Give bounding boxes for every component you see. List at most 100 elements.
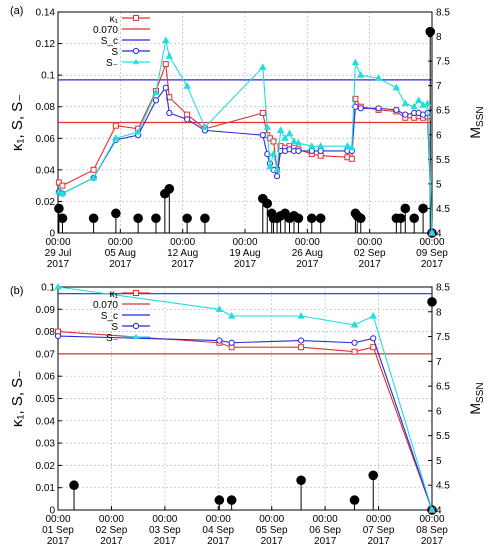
series-point bbox=[369, 311, 377, 319]
x-tick-date: 06 Sep bbox=[309, 525, 341, 536]
mssn-point bbox=[200, 213, 210, 224]
legend-label: S₋ bbox=[106, 58, 118, 69]
series-point bbox=[308, 147, 315, 155]
x-tick-date: 02 Sep bbox=[354, 248, 386, 259]
y2-axis-label: MSSN bbox=[467, 382, 486, 414]
y2-tick-label: 6.5 bbox=[436, 106, 450, 117]
series-point bbox=[414, 96, 423, 103]
y-tick-label: 0.1 bbox=[41, 283, 55, 294]
mssn-point bbox=[418, 203, 428, 214]
y-axis-label: κ₁, S, S₋ bbox=[9, 94, 26, 151]
series-point bbox=[290, 137, 298, 145]
y-tick-label: 0.04 bbox=[36, 416, 56, 427]
x-tick-time: 00:00 bbox=[45, 237, 70, 248]
x-tick-date: 26 Aug bbox=[292, 248, 323, 259]
mssn-point bbox=[262, 198, 273, 209]
mssn-point bbox=[396, 213, 406, 224]
series bbox=[55, 36, 436, 236]
series-point bbox=[89, 173, 98, 181]
series-point bbox=[428, 505, 436, 513]
series-point bbox=[276, 126, 285, 133]
series-point bbox=[298, 344, 305, 351]
y-tick-label: 0.02 bbox=[36, 197, 56, 208]
x-tick-year: 2017 bbox=[359, 259, 382, 270]
panel-a: (a) 0 0.02 0.04 0.06 0.08 0.1 0.12 0.14 4 4.5 5 5.5 6… bbox=[9, 5, 486, 270]
y-tick-label: 0.06 bbox=[36, 372, 56, 383]
y-axis-label: κ₁, S, S₋ bbox=[9, 370, 26, 427]
mssn-point bbox=[400, 203, 411, 214]
mssn-point bbox=[88, 213, 99, 224]
mssn-point bbox=[182, 213, 192, 224]
x-tick-year: 2017 bbox=[421, 259, 444, 270]
y2-tick-label: 5 bbox=[436, 179, 442, 190]
series-point bbox=[266, 162, 274, 170]
series-point bbox=[183, 82, 191, 89]
x-tick-year: 2017 bbox=[109, 259, 132, 270]
series-point bbox=[273, 173, 281, 180]
series-point bbox=[297, 311, 305, 319]
x-tick-date: 05 Sep bbox=[256, 525, 288, 536]
mssn-point bbox=[133, 213, 143, 224]
y2-tick-label: 4 bbox=[436, 506, 442, 517]
y-tick-label: 0.08 bbox=[36, 327, 56, 338]
y2-tick-label: 6.5 bbox=[436, 382, 450, 393]
x-tick-year: 2017 bbox=[100, 536, 123, 547]
x-tick-time: 00:00 bbox=[45, 514, 70, 525]
series-point bbox=[392, 83, 401, 91]
series-point bbox=[357, 105, 364, 112]
mssn-point bbox=[69, 480, 79, 491]
series bbox=[54, 282, 436, 513]
series-line bbox=[58, 63, 433, 234]
mssn-point bbox=[355, 213, 366, 224]
series-point bbox=[351, 58, 360, 66]
series-point bbox=[90, 166, 97, 173]
series-point bbox=[308, 142, 316, 149]
series-point bbox=[201, 123, 209, 130]
legend-label: S bbox=[111, 322, 118, 333]
series-point bbox=[55, 179, 62, 186]
series-point bbox=[402, 111, 409, 118]
x-tick-date: 29 Jul bbox=[45, 248, 72, 259]
x-tick-year: 2017 bbox=[234, 259, 257, 270]
x-tick-year: 2017 bbox=[172, 259, 195, 270]
mssn-point bbox=[306, 213, 317, 224]
legend-swatch-marker bbox=[132, 322, 140, 330]
x-tick-time: 00:00 bbox=[313, 514, 338, 525]
mssn-point bbox=[226, 495, 237, 505]
series-point bbox=[162, 84, 169, 91]
series-point bbox=[348, 143, 356, 151]
y2-axis-label: MSSN bbox=[467, 106, 486, 138]
mssn-point bbox=[57, 213, 68, 224]
y2-tick-label: 5.5 bbox=[436, 155, 450, 166]
series-point bbox=[281, 134, 289, 141]
x-tick-date: 07 Sep bbox=[363, 525, 395, 536]
y-tick-label: 0.1 bbox=[41, 71, 55, 82]
legend-label: S bbox=[111, 47, 118, 58]
mssn-point bbox=[293, 213, 304, 224]
series-point bbox=[266, 135, 273, 142]
y2-tick-label: 7 bbox=[436, 81, 442, 92]
legend-swatch-marker bbox=[133, 15, 139, 21]
x-tick-year: 2017 bbox=[154, 536, 177, 547]
x-tick-time: 00:00 bbox=[259, 514, 284, 525]
series-point bbox=[370, 335, 377, 342]
mssn-point bbox=[111, 208, 121, 219]
series-point bbox=[269, 150, 278, 157]
series-point bbox=[350, 320, 359, 328]
x-tick-time: 00:00 bbox=[366, 514, 391, 525]
x-tick-year: 2017 bbox=[296, 259, 319, 270]
mssn-point bbox=[427, 297, 437, 307]
y2-tick-label: 6 bbox=[436, 406, 442, 417]
y-tick-label: 0 bbox=[49, 229, 55, 240]
series-point bbox=[228, 339, 235, 346]
series-point bbox=[351, 339, 358, 346]
series-point bbox=[374, 74, 383, 81]
series-point bbox=[216, 337, 223, 344]
y-tick-label: 0.05 bbox=[36, 394, 56, 405]
y-tick-label: 0.06 bbox=[36, 134, 56, 145]
y2-tick-label: 7.5 bbox=[436, 57, 450, 68]
series-point bbox=[134, 127, 142, 135]
legend-label: S_c bbox=[101, 311, 118, 322]
mssn-point bbox=[151, 213, 161, 224]
